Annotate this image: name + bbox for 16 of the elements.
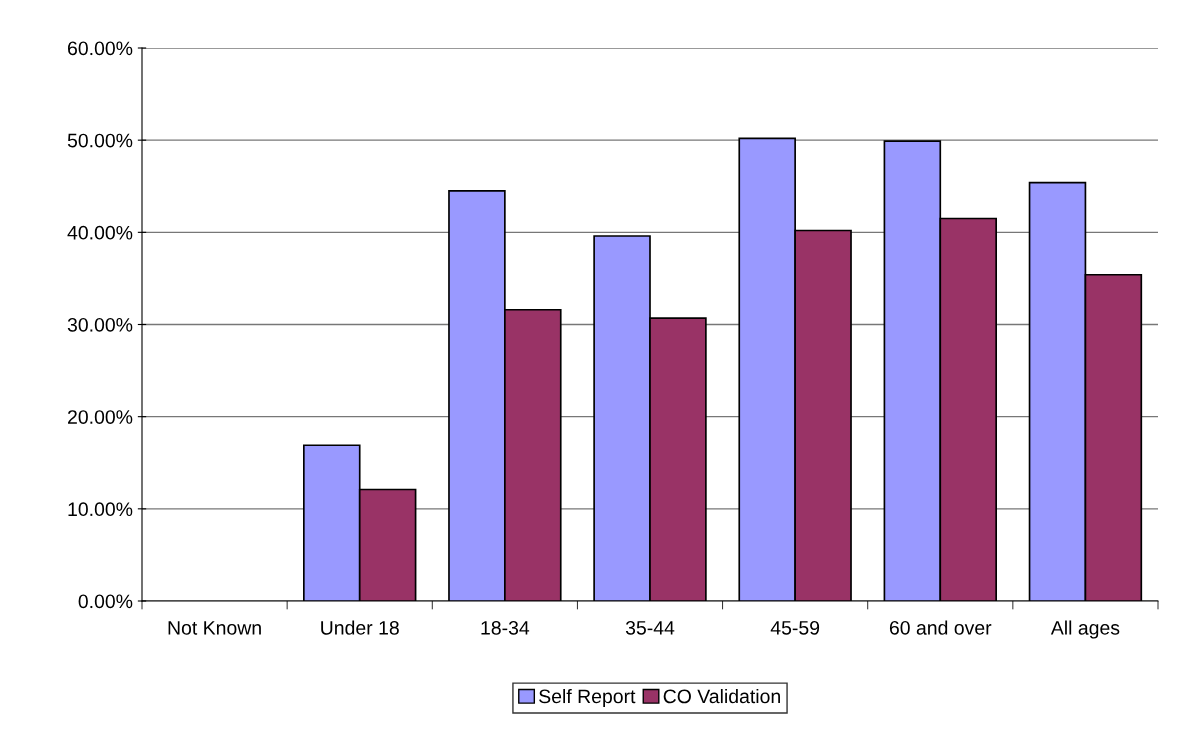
x-tick-label: 45-59 [770,620,820,635]
y-tick-label: 50.00% [67,133,133,148]
y-tick-label: 30.00% [67,317,133,332]
x-tick-label: Under 18 [321,620,399,635]
y-tick-label: 60.00% [68,41,133,56]
x-tick-label: 18-34 [481,620,530,635]
y-tick-label: 20.00% [68,410,133,424]
x-tick-label: 35-44 [625,620,675,635]
y-tick-label: 40.00% [67,225,133,240]
legend-label: CO Validation [663,688,780,704]
legend-label: Self Report [539,688,636,708]
x-tick-label: All ages [1050,620,1120,639]
x-tick-label: 60 and over [889,620,992,635]
x-tick-label: Not Known [168,621,261,635]
y-tick-label: 10.00% [68,502,133,517]
y-tick-label: 0.00% [78,594,133,609]
